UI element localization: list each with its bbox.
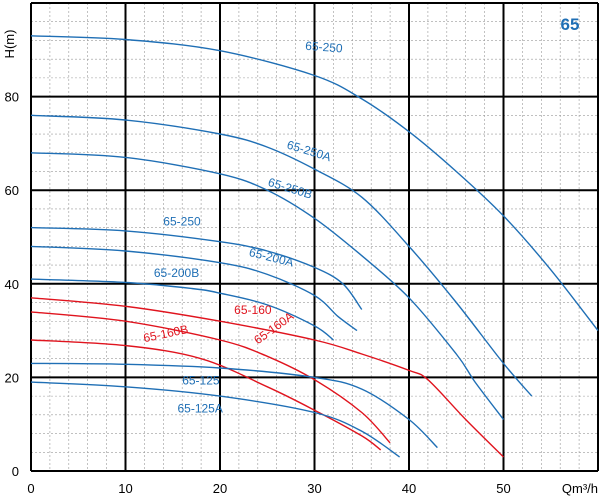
series-line-65-125 xyxy=(30,362,438,449)
series-label-65-250a: 65-250A xyxy=(285,138,332,165)
series-label-65-125a: 65-125A xyxy=(177,402,222,416)
series-labels: 65-250 65-250A 65-250B 65-250 65-200A 65-200B… xyxy=(142,39,343,416)
y-axis-label: H(m) xyxy=(2,30,17,59)
series-label-65-200a: 65-200A xyxy=(248,245,295,270)
y-tick-label: 0 xyxy=(12,464,19,479)
tick-labels: 0 10 20 30 40 50 0 20 40 60 80 xyxy=(5,90,511,496)
series-line-65-250b xyxy=(30,152,505,420)
series-label-65-250: 65-250 xyxy=(163,214,201,228)
series-label-65-250b: 65-250B xyxy=(266,175,313,202)
series-label-65-200b: 65-200B xyxy=(154,266,199,280)
major-grid xyxy=(31,3,599,471)
series-label-65-250: 65-250 xyxy=(305,39,344,56)
x-tick-label: 10 xyxy=(118,481,132,496)
series-line-65-200a xyxy=(30,245,358,332)
x-axis-label: Qm³/h xyxy=(562,481,598,496)
series-line-65-125a xyxy=(30,381,400,458)
x-tick-label: 20 xyxy=(213,481,227,496)
series-line-65-250 xyxy=(30,226,363,310)
axes xyxy=(30,2,599,472)
series-line-65-160a xyxy=(30,311,391,444)
series-label-65-125: 65-125 xyxy=(182,373,220,387)
series-line-65-160b xyxy=(30,339,382,451)
x-tick-label: 0 xyxy=(27,481,34,496)
y-tick-label: 40 xyxy=(5,277,19,292)
series-line-65-250a xyxy=(30,114,533,397)
y-tick-label: 20 xyxy=(5,370,19,385)
series-label-65-160: 65-160 xyxy=(234,303,272,317)
y-tick-label: 60 xyxy=(5,183,19,198)
x-tick-label: 30 xyxy=(307,481,321,496)
series-line-65-200b xyxy=(30,278,334,341)
x-tick-label: 50 xyxy=(496,481,510,496)
y-tick-label: 80 xyxy=(5,90,19,105)
x-tick-label: 40 xyxy=(402,481,416,496)
series-lines xyxy=(30,35,599,458)
series-line-65-160 xyxy=(30,297,504,458)
series-line-65-250 xyxy=(30,35,599,332)
chart-badge: 65 xyxy=(561,15,580,34)
